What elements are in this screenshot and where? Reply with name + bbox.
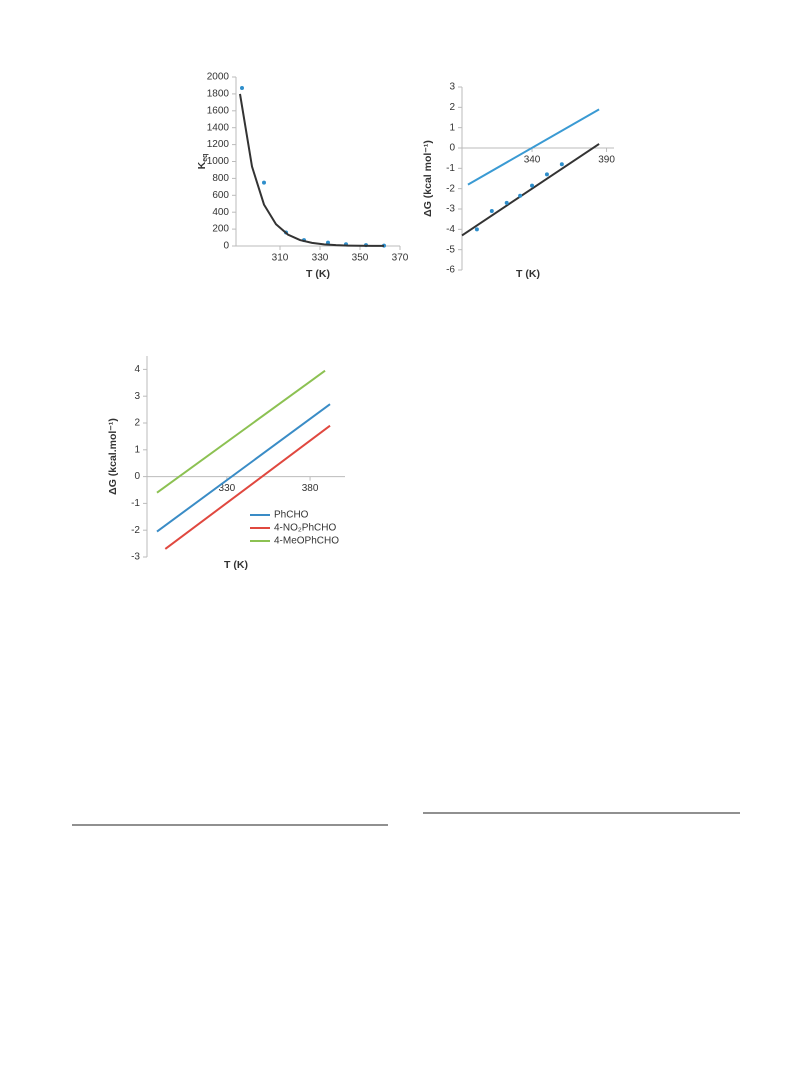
data-point xyxy=(518,193,523,198)
y-tick-label: -3 xyxy=(131,552,140,563)
y-axis-label: ΔG (kcal mol⁻¹) xyxy=(422,140,434,217)
y-tick-label: 0 xyxy=(449,143,455,154)
series-line xyxy=(164,424,331,550)
x-tick-label: 330 xyxy=(219,483,236,494)
y-tick-label: 0 xyxy=(134,471,140,482)
y-tick-label: 2000 xyxy=(207,72,230,83)
x-tick-label: 330 xyxy=(312,253,329,264)
data-point xyxy=(474,227,479,232)
y-tick-label: 0 xyxy=(223,241,229,252)
legend-label: 4-MeOPhCHO xyxy=(274,536,339,547)
y-axis-label-sub: eq xyxy=(202,154,209,162)
y-tick-label: 800 xyxy=(212,173,229,184)
y-tick-label: -2 xyxy=(131,525,140,536)
x-tick-label: 310 xyxy=(272,253,289,264)
x-tick-label: 350 xyxy=(352,253,369,264)
y-tick-label: 1 xyxy=(134,444,140,455)
x-tick-label: 340 xyxy=(524,155,541,166)
data-point xyxy=(559,162,564,167)
data-point xyxy=(504,200,509,205)
y-tick-label: 2 xyxy=(134,418,140,429)
y-tick-label: 400 xyxy=(212,207,229,218)
y-tick-label: 1600 xyxy=(207,105,230,116)
y-tick-label: -5 xyxy=(446,244,455,255)
y-tick-label: 3 xyxy=(449,82,455,93)
y-tick-label: 1 xyxy=(449,122,455,133)
y-tick-label: 600 xyxy=(212,190,229,201)
data-point xyxy=(489,209,494,214)
y-tick-label: -6 xyxy=(446,265,455,276)
legend-label: PhCHO xyxy=(274,510,309,521)
y-tick-label: -3 xyxy=(446,204,455,215)
x-axis-label: T (K) xyxy=(224,559,248,571)
y-tick-label: 3 xyxy=(134,391,140,402)
x-axis-label: T (K) xyxy=(516,268,540,280)
x-axis-label: T (K) xyxy=(306,268,330,280)
y-tick-label: -1 xyxy=(131,498,140,509)
series-line xyxy=(461,143,600,237)
series-line xyxy=(239,93,384,247)
legend-label: 4-NO₂PhCHO xyxy=(274,523,336,534)
y-tick-label: 2 xyxy=(449,102,455,113)
series-line xyxy=(156,403,331,533)
y-axis-label: ΔG (kcal.mol⁻¹) xyxy=(107,418,119,495)
y-tick-label: 1400 xyxy=(207,122,230,133)
data-point xyxy=(530,183,535,188)
data-point xyxy=(262,180,266,185)
series-line xyxy=(156,369,326,494)
x-tick-label: 380 xyxy=(302,483,319,494)
x-tick-label: 370 xyxy=(392,253,409,264)
y-axis-label: Keq xyxy=(196,154,209,170)
data-point xyxy=(544,172,549,177)
data-point xyxy=(240,85,244,90)
y-tick-label: -1 xyxy=(446,163,455,174)
y-axis-label-main: K xyxy=(196,161,208,169)
x-tick-label: 390 xyxy=(598,155,615,166)
y-tick-label: 1800 xyxy=(207,89,230,100)
y-tick-label: 4 xyxy=(134,364,140,375)
y-tick-label: 1200 xyxy=(207,139,230,150)
series-line xyxy=(467,108,600,186)
y-tick-label: 1000 xyxy=(207,156,230,167)
y-tick-label: -2 xyxy=(446,183,455,194)
y-tick-label: 200 xyxy=(212,224,229,235)
y-tick-label: -4 xyxy=(446,224,455,235)
